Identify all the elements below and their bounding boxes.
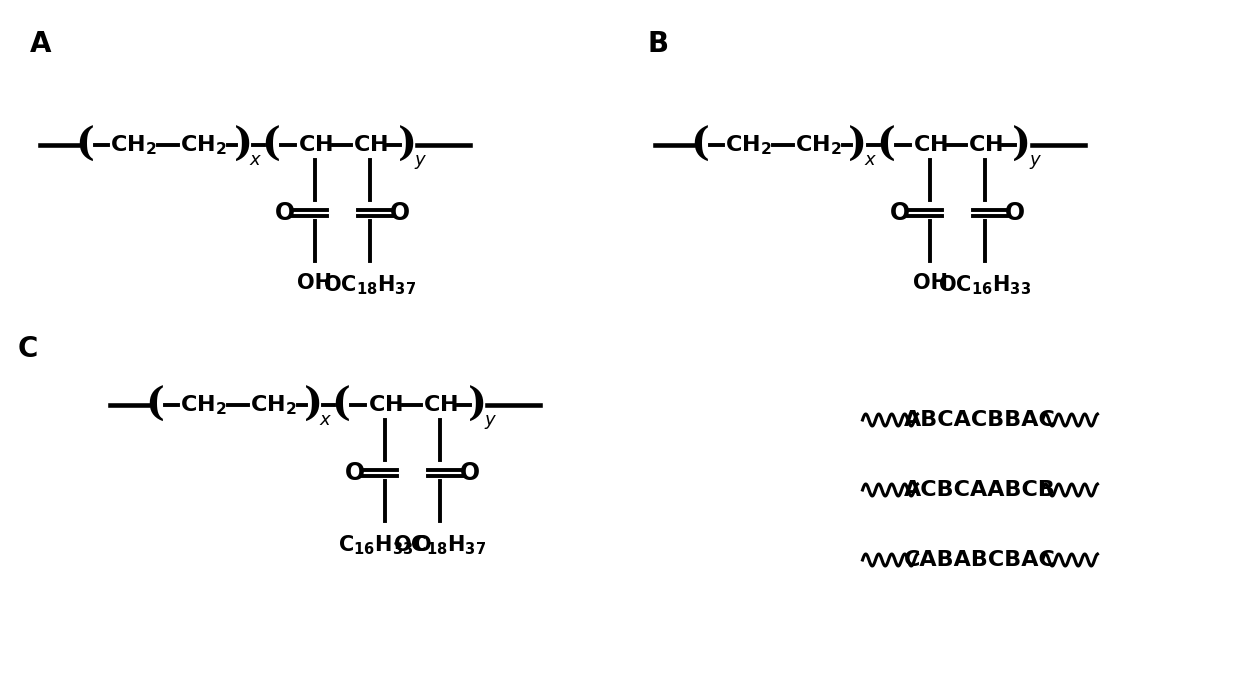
- Text: $\mathbf{OC_{16}H_{33}}$: $\mathbf{OC_{16}H_{33}}$: [939, 273, 1032, 296]
- Text: $\mathbf{CH_2}$: $\mathbf{CH_2}$: [109, 133, 156, 157]
- Text: ABCACBBAC: ABCACBBAC: [904, 410, 1056, 430]
- Text: $\mathbf{CH}$: $\mathbf{CH}$: [298, 135, 332, 155]
- Text: A: A: [30, 30, 52, 58]
- Text: $\mathbf{CH_2}$: $\mathbf{CH_2}$: [724, 133, 771, 157]
- Text: (: (: [877, 126, 895, 164]
- Text: $\mathbf{CH_2}$: $\mathbf{CH_2}$: [180, 133, 227, 157]
- Text: ): ): [304, 386, 322, 424]
- Text: $\mathbf{CH}$: $\mathbf{CH}$: [967, 135, 1002, 155]
- Text: $\mathbf{CH_2}$: $\mathbf{CH_2}$: [249, 394, 296, 416]
- Text: $\mathbf{CH}$: $\mathbf{CH}$: [367, 395, 403, 415]
- Text: x: x: [249, 151, 260, 169]
- Text: $\mathbf{CH_2}$: $\mathbf{CH_2}$: [180, 394, 227, 416]
- Text: O: O: [460, 461, 480, 485]
- Text: $\mathbf{C_{16}H_{33}O}$: $\mathbf{C_{16}H_{33}O}$: [339, 533, 432, 557]
- Text: (: (: [691, 126, 709, 164]
- Text: ACBCAABCB: ACBCAABCB: [904, 480, 1056, 500]
- Text: (: (: [262, 126, 280, 164]
- Text: ): ): [1012, 126, 1032, 164]
- Text: y: y: [414, 151, 425, 169]
- Text: O: O: [1004, 201, 1025, 225]
- Text: $\mathbf{CH}$: $\mathbf{CH}$: [352, 135, 387, 155]
- Text: CABABCBAC: CABABCBAC: [904, 550, 1056, 570]
- Text: ): ): [848, 126, 868, 164]
- Text: O: O: [275, 201, 295, 225]
- Text: ): ): [233, 126, 253, 164]
- Text: (: (: [145, 386, 165, 424]
- Text: OH: OH: [298, 273, 332, 293]
- Text: ): ): [467, 386, 486, 424]
- Text: (: (: [331, 386, 351, 424]
- Text: y: y: [485, 411, 495, 429]
- Text: x: x: [864, 151, 875, 169]
- Text: $\mathbf{OC_{18}H_{37}}$: $\mathbf{OC_{18}H_{37}}$: [393, 533, 486, 557]
- Text: $\mathbf{CH_2}$: $\mathbf{CH_2}$: [795, 133, 841, 157]
- Text: (: (: [76, 126, 94, 164]
- Text: OH: OH: [913, 273, 947, 293]
- Text: B: B: [649, 30, 670, 58]
- Text: O: O: [890, 201, 910, 225]
- Text: x: x: [320, 411, 330, 429]
- Text: $\mathbf{OC_{18}H_{37}}$: $\mathbf{OC_{18}H_{37}}$: [324, 273, 417, 296]
- Text: $\mathbf{CH}$: $\mathbf{CH}$: [423, 395, 458, 415]
- Text: C: C: [19, 335, 38, 363]
- Text: O: O: [389, 201, 410, 225]
- Text: y: y: [1029, 151, 1040, 169]
- Text: $\mathbf{CH}$: $\mathbf{CH}$: [913, 135, 947, 155]
- Text: O: O: [345, 461, 365, 485]
- Text: ): ): [398, 126, 417, 164]
